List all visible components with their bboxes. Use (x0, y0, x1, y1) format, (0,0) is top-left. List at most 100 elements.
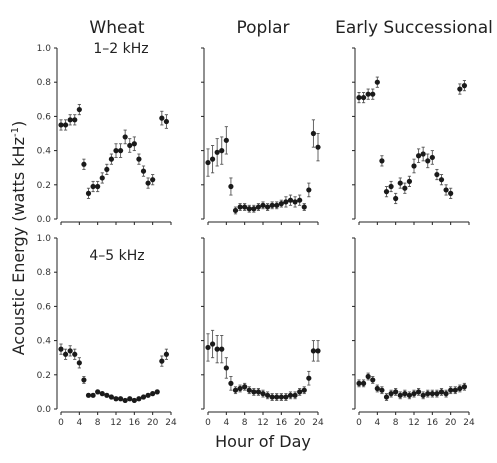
data-point (58, 122, 64, 128)
row-label-4-5-khz: 4–5 kHz (89, 248, 144, 264)
data-point (219, 148, 225, 154)
data-point (136, 156, 142, 162)
data-point (154, 389, 160, 395)
data-point (127, 396, 133, 402)
data-point (113, 396, 119, 402)
data-point (58, 346, 64, 352)
data-point (251, 206, 257, 212)
data-point (219, 346, 225, 352)
data-point (393, 195, 399, 202)
data-point (301, 204, 307, 210)
data-point (438, 177, 445, 183)
data-point (429, 154, 435, 161)
data-point (150, 391, 156, 397)
data-point (104, 392, 110, 398)
data-point (443, 187, 449, 193)
x-tick-label: 8 (393, 418, 399, 428)
x-axis-label: Hour of Day (215, 432, 311, 451)
y-axis-label: Acoustic Energy (watts kHz-1) (9, 121, 28, 355)
data-point (76, 106, 82, 113)
x-tick-label: 24 (165, 418, 177, 428)
data-point (397, 392, 403, 398)
x-tick-label: 20 (147, 418, 159, 428)
column-title-poplar: Poplar (237, 18, 290, 38)
x-tick-label: 4 (223, 418, 229, 428)
y-tick-label: 0.4 (37, 337, 52, 347)
data-point (81, 377, 87, 383)
data-point (310, 348, 317, 354)
data-point (72, 117, 78, 123)
data-point (131, 397, 137, 404)
data-point (264, 392, 271, 398)
data-point (127, 142, 133, 149)
column-title-early-successional: Early Successional (335, 18, 493, 38)
data-point (140, 394, 147, 400)
data-point (411, 163, 417, 169)
data-point (131, 141, 137, 147)
data-point (397, 180, 403, 186)
data-point (315, 144, 321, 150)
x-tick-label: 0 (58, 418, 64, 428)
y-axis-label-close: ) (9, 121, 28, 127)
data-point (159, 358, 165, 364)
data-point (95, 183, 101, 190)
data-point (255, 204, 262, 210)
data-point (159, 115, 165, 121)
data-point (228, 380, 234, 386)
data-point (260, 391, 266, 397)
data-point (62, 122, 69, 128)
data-point (150, 177, 156, 183)
y-axis-label-superscript: -1 (10, 127, 21, 137)
panel-poplar-low-band (201, 47, 321, 225)
data-point (448, 190, 454, 196)
data-point (246, 387, 252, 393)
data-point (205, 159, 211, 166)
data-point (374, 79, 380, 85)
data-point (237, 204, 243, 210)
data-point (228, 183, 234, 190)
data-point (117, 396, 124, 402)
data-point (205, 344, 211, 351)
data-point (255, 389, 262, 395)
data-point (297, 389, 303, 395)
data-point (163, 351, 170, 357)
x-tick-label: 8 (242, 418, 248, 428)
data-point (420, 151, 426, 157)
data-point (90, 183, 96, 190)
panel-early-successional-low-band (352, 47, 470, 225)
data-point (223, 365, 229, 371)
data-point (122, 134, 128, 140)
data-point (402, 391, 408, 397)
panel-poplar-high-band: 0 4 8 12 16 20 24 (201, 237, 324, 428)
x-tick-label: 4 (76, 418, 82, 428)
data-point (406, 178, 413, 184)
data-point (425, 391, 431, 397)
data-point (393, 389, 399, 395)
data-point (461, 83, 468, 89)
data-point (278, 201, 284, 207)
data-point (374, 385, 380, 392)
x-tick-label: 12 (408, 418, 419, 428)
data-point (76, 360, 82, 366)
data-point (356, 380, 362, 386)
panel-early-successional-high-band: 0 4 8 12 16 20 24 (352, 237, 475, 428)
data-point (457, 385, 463, 392)
data-point (283, 394, 289, 400)
data-point (425, 158, 431, 164)
data-point (379, 387, 385, 393)
panel-wheat-high-band: 0.0 0.2 0.4 0.6 0.8 1.0 0 4 8 12 16 20 24 (37, 234, 177, 428)
data-point (113, 148, 119, 154)
data-point (388, 183, 394, 190)
data-point (99, 391, 105, 397)
x-tick-label: 24 (312, 418, 324, 428)
data-point (443, 391, 449, 397)
data-point (420, 392, 426, 398)
data-point (163, 118, 170, 125)
y-tick-label: 0.8 (37, 268, 52, 278)
data-point (72, 351, 78, 357)
row-label-1-2-khz: 1–2 kHz (93, 41, 148, 57)
x-tick-label: 20 (294, 418, 306, 428)
data-point (122, 397, 128, 404)
panel-wheat-low-band: 0.0 0.2 0.4 0.6 0.8 1.0 (37, 44, 172, 225)
data-point (90, 392, 96, 398)
